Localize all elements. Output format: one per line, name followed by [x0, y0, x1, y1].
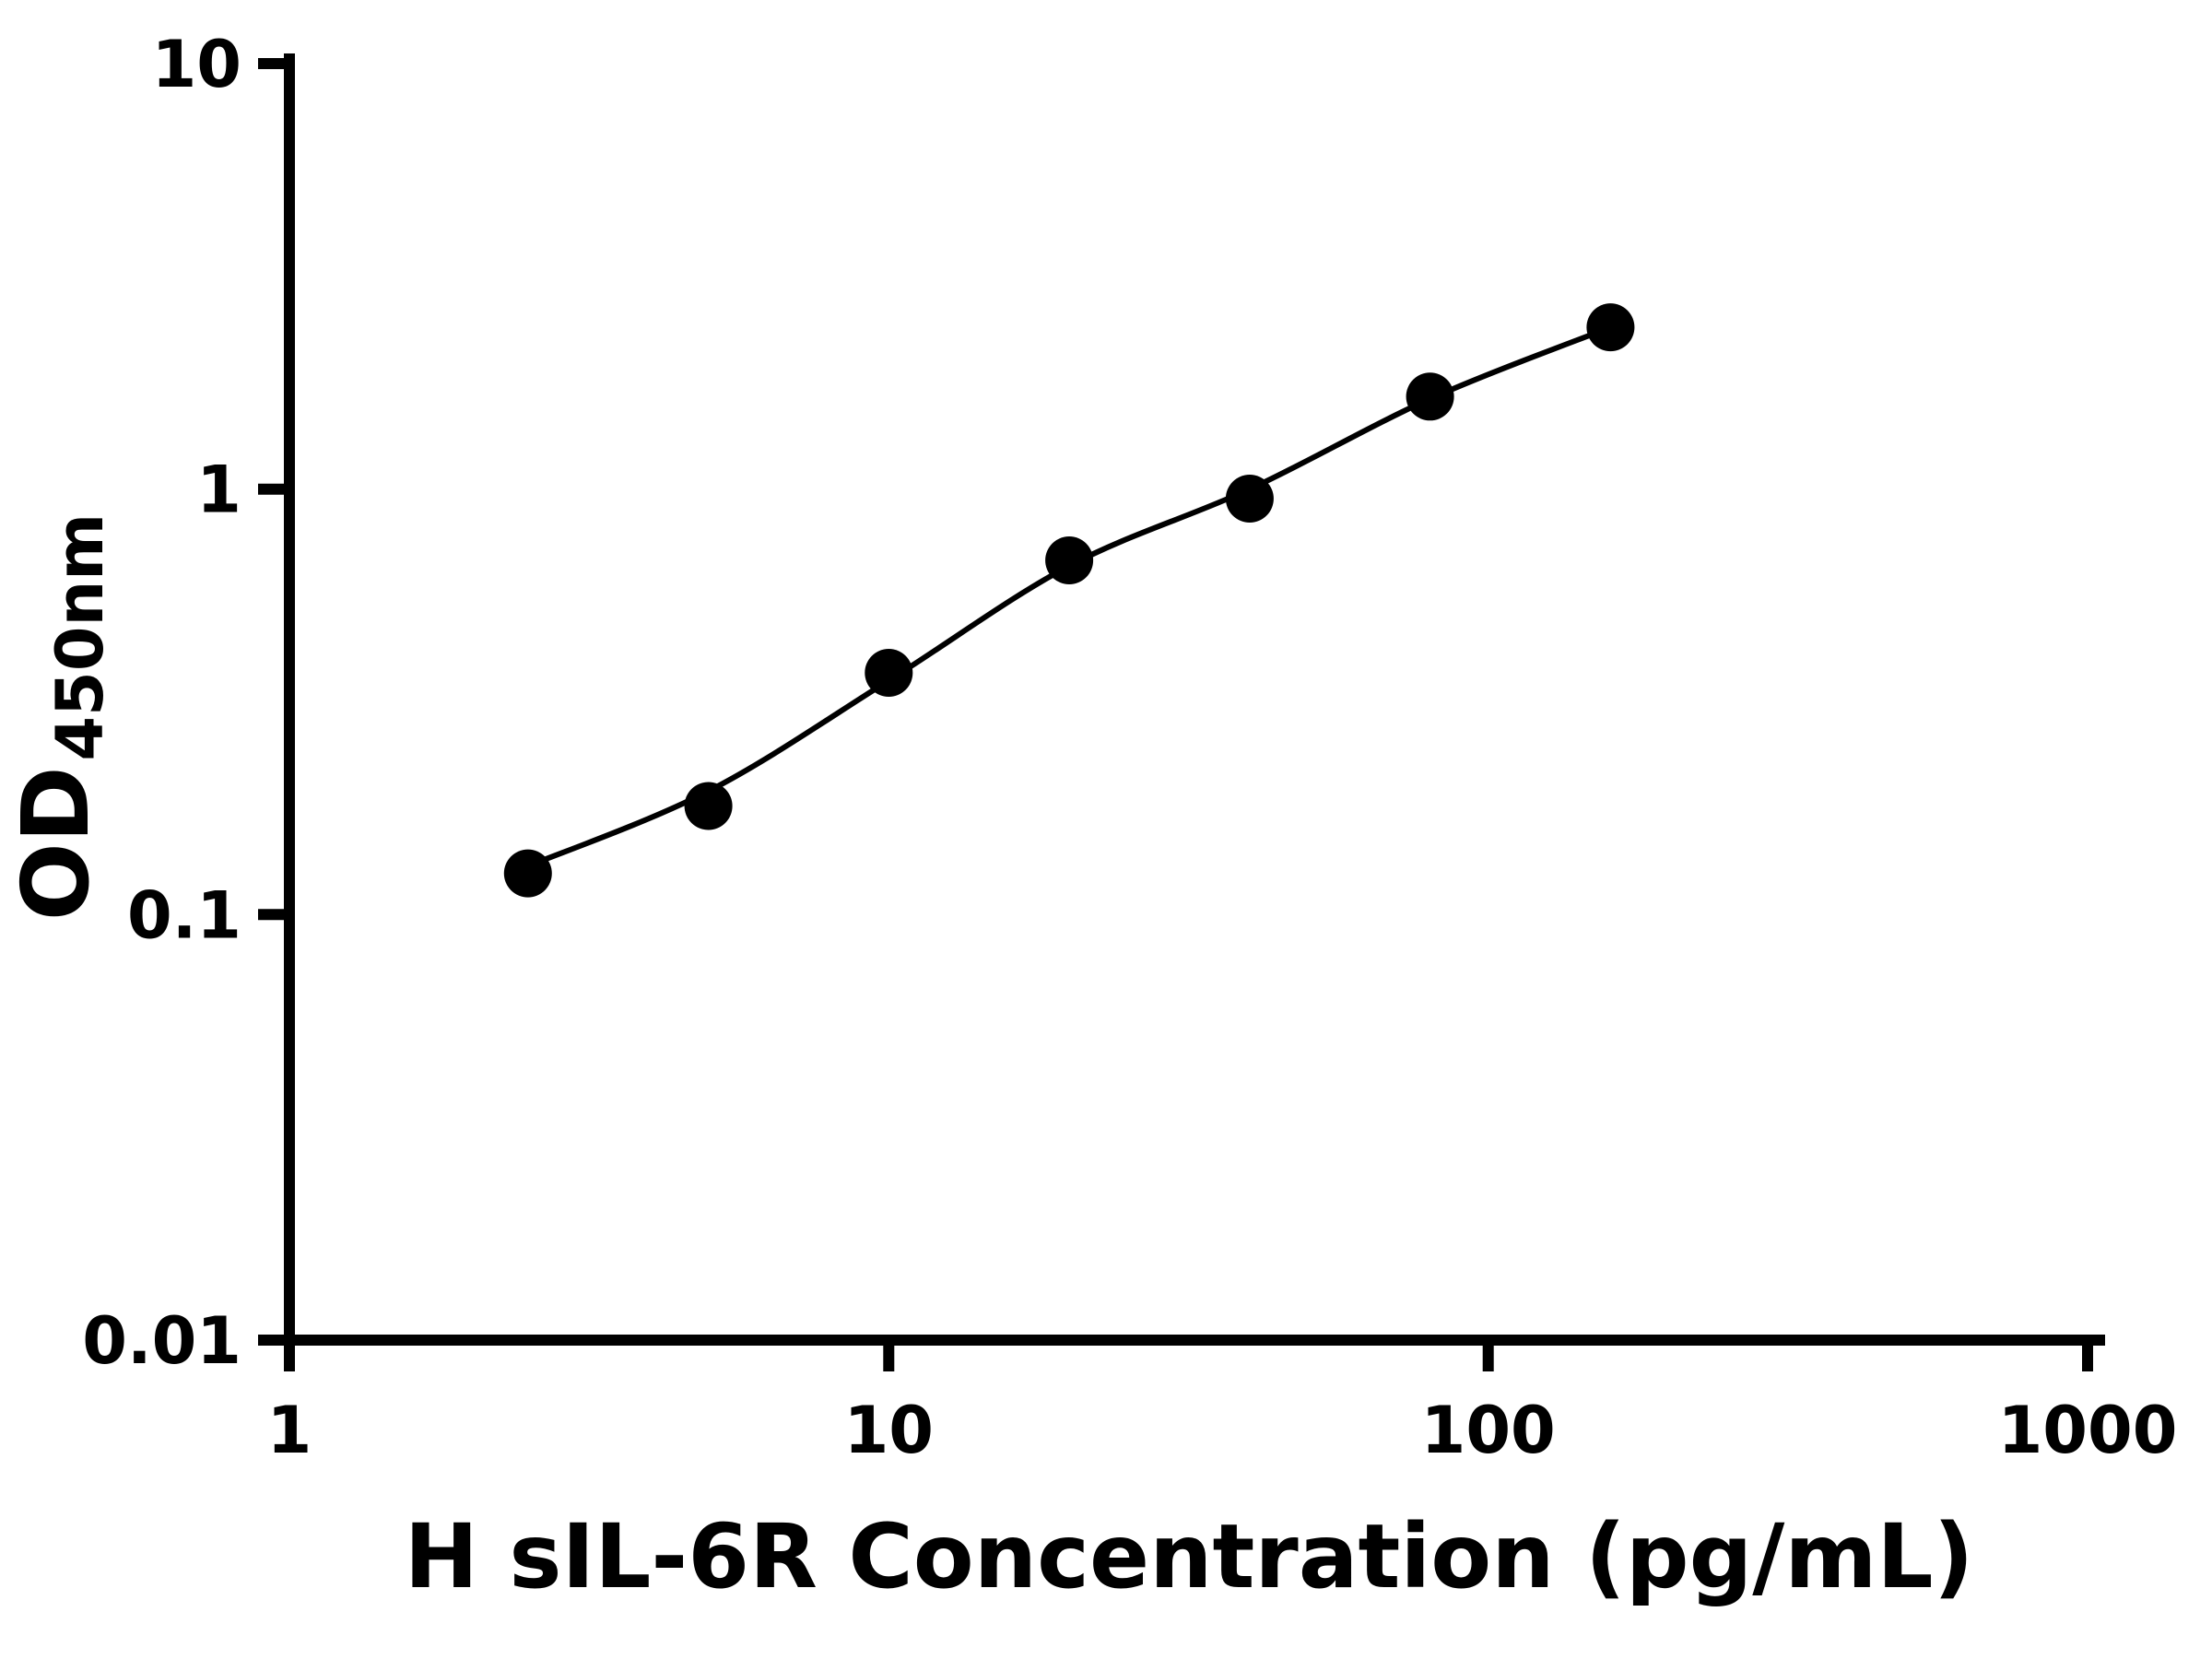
data-point: [1406, 372, 1454, 421]
x-tick-label: 100: [1421, 1393, 1556, 1468]
y-tick-label: 10: [152, 27, 241, 102]
plot-layer: 1 10 100 1000 0.01 0.1 1 10: [82, 27, 2177, 1468]
data-point: [503, 849, 552, 898]
x-tick-label: 1000: [1998, 1393, 2178, 1468]
data-point: [1045, 536, 1094, 584]
y-axis-title-main: OD: [2, 766, 110, 921]
y-tick-label: 1: [196, 453, 241, 528]
data-point: [1586, 303, 1635, 352]
axis-line: [284, 53, 2105, 1346]
y-tick-label: 0.01: [82, 1303, 241, 1379]
x-tick-label: 10: [844, 1393, 934, 1468]
data-point: [1225, 475, 1274, 523]
y-axis-title: OD 450nm: [2, 513, 118, 922]
data-point: [684, 782, 733, 830]
x-tick-label: 1: [267, 1393, 312, 1468]
data-point: [865, 649, 913, 697]
x-axis-title: H sIL-6R Concentration (pg/mL): [405, 1505, 1974, 1608]
y-axis-title-subscript: 450nm: [42, 513, 118, 761]
y-tick-label: 0.1: [127, 877, 241, 953]
